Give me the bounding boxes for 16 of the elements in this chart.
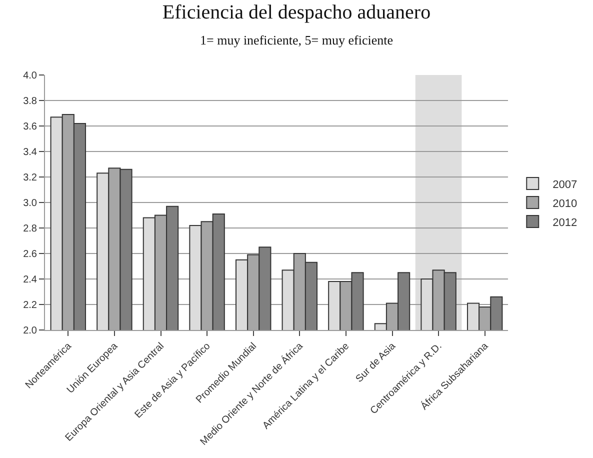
legend-label: 2007 <box>552 178 578 191</box>
y-tick-label: 2.4 <box>23 274 38 286</box>
y-tick-label: 2.2 <box>23 300 38 311</box>
y-tick-label: 3.2 <box>23 172 38 184</box>
y-tick-label: 3.8 <box>23 96 38 107</box>
chart-subtitle: 1= muy ineficiente, 5= muy eficiente <box>200 32 394 48</box>
y-tick-label: 2.8 <box>23 224 38 234</box>
y-tick-label: 4.0 <box>23 70 38 82</box>
y-tick-label: 3.0 <box>23 198 38 209</box>
y-tick-label: 2.0 <box>23 326 38 336</box>
legend-label: 2010 <box>552 198 578 210</box>
legend-label: 2012 <box>552 216 578 229</box>
y-tick-label: 2.6 <box>23 249 38 260</box>
y-tick-label: 3.4 <box>23 147 38 158</box>
y-tick-label: 3.6 <box>23 122 38 132</box>
chart-title: Eficiencia del despacho aduanero <box>162 1 431 24</box>
